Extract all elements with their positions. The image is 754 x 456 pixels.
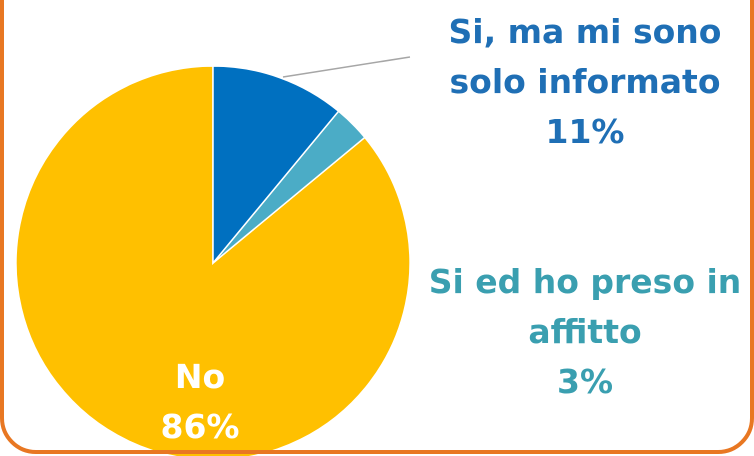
percent-label: 11% [545, 112, 625, 151]
slice-label: No 86% [100, 352, 300, 452]
pie-slice [15, 65, 411, 456]
percent-label: 86% [160, 407, 240, 446]
leader-line [282, 56, 411, 78]
pie-slice [212, 65, 340, 266]
category-name: Si ed ho preso in affitto [428, 262, 742, 351]
category-name: No [174, 357, 226, 396]
slice-label: Si ed ho preso in affitto 3% [415, 257, 754, 407]
slice-label: Si, ma mi sono solo informato 11% [415, 7, 754, 157]
category-name: Si, ma mi sono solo informato [448, 12, 722, 101]
percent-label: 3% [556, 362, 614, 401]
